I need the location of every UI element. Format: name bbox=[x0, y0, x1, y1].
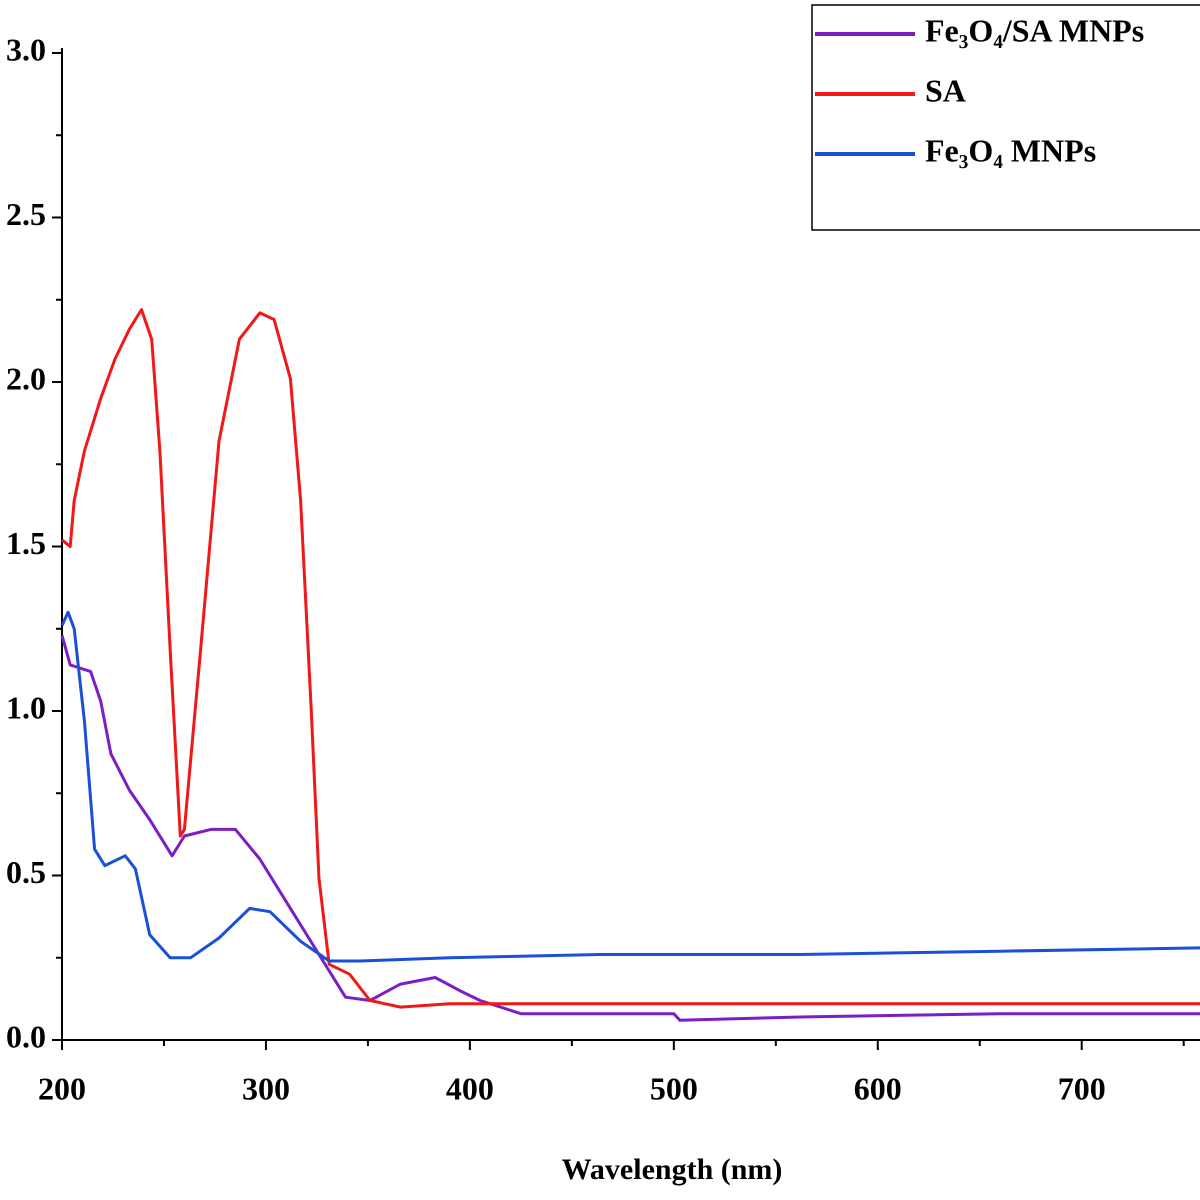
x-tick-label: 600 bbox=[854, 1070, 902, 1106]
x-tick-label: 500 bbox=[650, 1070, 698, 1106]
y-tick-label: 2.5 bbox=[6, 196, 46, 232]
x-tick-label: 400 bbox=[446, 1070, 494, 1106]
y-tick-label: 1.5 bbox=[6, 525, 46, 561]
legend-label: Fe₃O₄/SA MNPs bbox=[925, 12, 1144, 48]
x-tick-label: 700 bbox=[1058, 1070, 1106, 1106]
y-tick-label: 0.5 bbox=[6, 854, 46, 890]
x-tick-label: 200 bbox=[38, 1070, 86, 1106]
series-line bbox=[60, 610, 1200, 963]
y-tick-label: 3.0 bbox=[6, 31, 46, 67]
legend-label: Fe₃O₄ MNPs bbox=[925, 132, 1096, 168]
y-tick-label: 1.0 bbox=[6, 689, 46, 725]
series-line bbox=[61, 308, 1200, 1009]
y-tick-label: 2.0 bbox=[6, 360, 46, 396]
x-axis-label: Wavelength (nm) bbox=[562, 1153, 783, 1186]
legend-box bbox=[811, 4, 1200, 231]
x-tick-label: 300 bbox=[242, 1070, 290, 1106]
legend-label: SA bbox=[925, 72, 966, 108]
series-line bbox=[60, 634, 1200, 1022]
y-tick-label: 0.0 bbox=[6, 1018, 46, 1054]
